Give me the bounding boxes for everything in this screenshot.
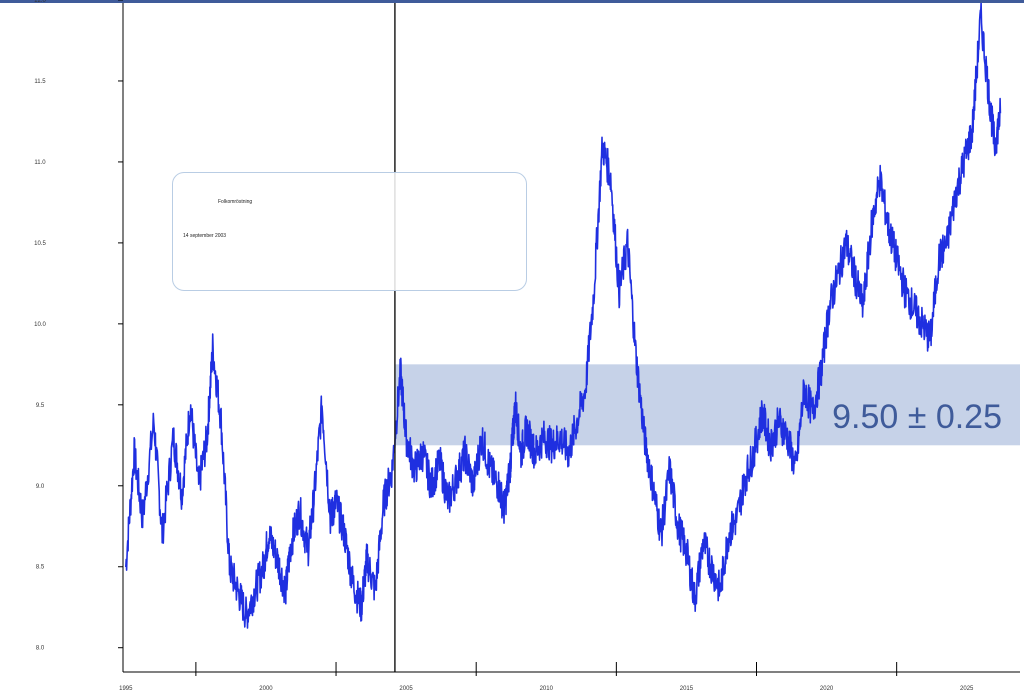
y-tick-label: 12.0 — [34, 0, 46, 4]
y-tick-label: 8.0 — [36, 646, 45, 652]
y-tick-label: 9.5 — [36, 403, 45, 409]
x-tick-label: 2020 — [820, 686, 834, 691]
y-tick-label: 8.5 — [36, 565, 45, 571]
series-line-0 — [125, 1, 1002, 629]
y-tick-label: 11.0 — [34, 160, 46, 166]
x-tick-label: 2015 — [680, 686, 694, 691]
top-banner — [0, 0, 1024, 3]
tooltip-box: Folkomröstning 14 september 2003 — [172, 172, 527, 291]
tooltip-title: Folkomröstning — [218, 199, 253, 205]
y-tick-label: 10.0 — [34, 322, 46, 328]
value-band — [394, 364, 1020, 446]
y-tick-label: 11.5 — [34, 79, 46, 85]
x-tick-label: 2005 — [399, 686, 413, 691]
tooltip-date: 14 september 2003 — [183, 233, 227, 239]
band-label: 9.50 ± 0.25 — [832, 398, 1002, 436]
x-tick-label: 1995 — [119, 686, 133, 691]
x-tick-label: 2000 — [259, 686, 273, 691]
x-tick-label: 2025 — [960, 686, 974, 691]
x-tick-label: 2010 — [540, 686, 554, 691]
y-tick-label: 10.5 — [34, 241, 46, 247]
y-tick-label: 9.0 — [36, 484, 45, 490]
